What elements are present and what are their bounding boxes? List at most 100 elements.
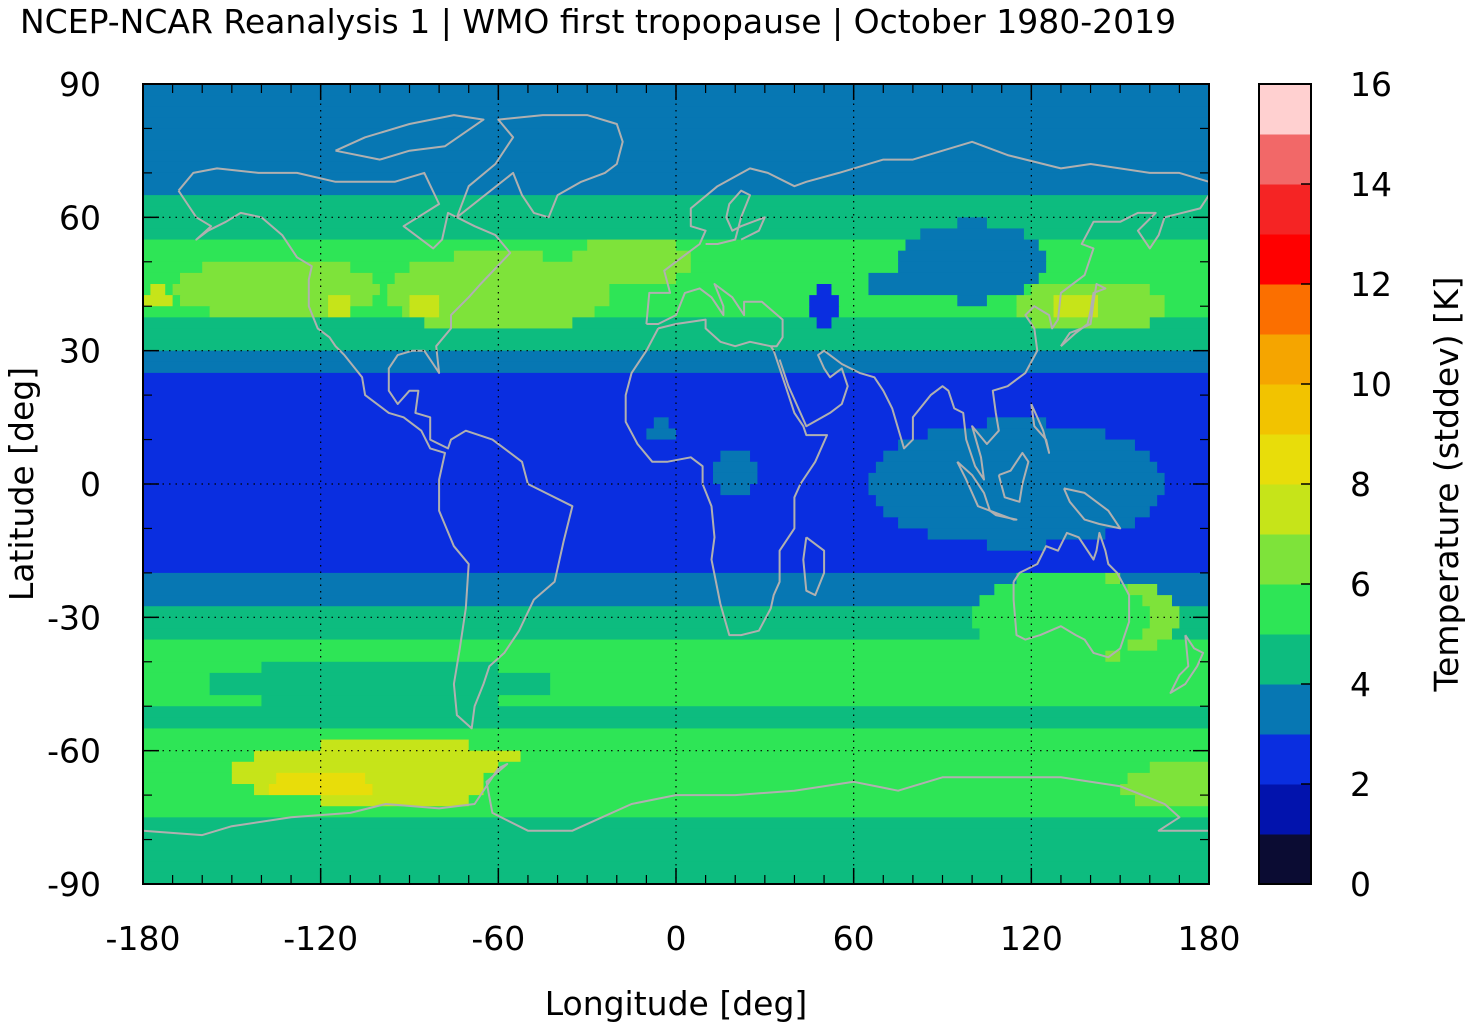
colorbar-level [1259,784,1311,835]
field-cell [720,450,751,463]
field-cell [868,472,1166,485]
field-cell [1016,572,1106,585]
colorbar-level [1259,184,1311,235]
field-cell [143,172,1210,185]
field-cell [1164,484,1210,496]
field-cell [927,428,1106,441]
field-cell [143,261,203,274]
x-tick-label: 120 [1000,919,1063,958]
field-cell [453,250,544,263]
field-cell [143,328,1210,341]
y-tick-label: 90 [59,65,101,104]
field-cell [143,550,1210,563]
field-cell [143,628,981,641]
field-cell [1149,317,1210,330]
coastline [455,114,624,219]
field-cell [387,295,411,307]
field-cell [587,239,677,252]
coastline [997,451,1030,503]
field-cell [1097,306,1166,318]
field-cell [1120,572,1210,585]
field-cell [261,661,499,674]
field-cell [143,284,151,296]
field-cell [143,417,655,430]
x-tick-label: 180 [1178,919,1241,958]
field-cell [668,417,988,430]
field-cell [143,461,714,474]
field-cell [143,750,255,763]
colorbar-tick-label: 4 [1350,665,1371,704]
field-cell [986,539,1047,552]
coastline [624,327,828,637]
field-cell [713,461,759,474]
coastline [645,140,1210,325]
field-cell [320,795,470,807]
field-cell [143,828,1210,841]
field-cell [372,272,396,285]
field-cell [898,250,1047,263]
field-cell [209,672,551,685]
field-cell [150,284,166,296]
chart-title: NCEP-NCAR Reanalysis 1 | WMO first tropo… [20,2,1177,41]
field-cell [809,306,840,318]
field-cell [898,517,1136,530]
field-cell [143,228,921,241]
field-cell [202,261,351,274]
field-cell [143,450,722,463]
field-cell [143,139,1210,152]
coastline [1012,531,1131,659]
field-cell [261,695,499,707]
field-cell [676,428,929,441]
field-cell [165,284,174,296]
y-tick-label: -90 [47,865,101,904]
colorbar [1258,83,1312,885]
colorbar-level [1259,134,1311,185]
field-cell [757,472,870,485]
field-cell [143,195,1210,207]
colorbar-level [1259,834,1311,885]
field-cell [653,417,670,430]
field-cell [1171,628,1210,641]
coastline [177,167,574,730]
colorbar-tick-label: 8 [1350,465,1371,504]
x-tick-label: -60 [471,919,525,958]
field-cell [1038,239,1210,252]
colorbar-level [1259,584,1311,635]
field-cell [1023,284,1032,296]
x-tick-label: 60 [833,919,875,958]
field-cell [1157,639,1210,652]
colorbar-tick-label: 2 [1350,765,1371,804]
field-cell [816,317,833,330]
field-cell [1179,606,1210,618]
field-cell [143,206,1210,218]
field-cell [143,606,973,618]
field-cell [143,428,647,441]
colorbar-level [1259,334,1311,385]
field-cell [143,784,255,796]
field-cell [498,661,1210,674]
field-cell [409,295,440,307]
field-cell [1171,595,1210,607]
field-cell [1149,450,1210,463]
field-cell [143,106,1210,118]
x-tick-label: -120 [283,919,358,958]
field-cell [1134,439,1210,452]
colorbar-tick-label: 12 [1350,265,1392,304]
field-cell [1105,572,1121,585]
field-cell [898,261,1047,274]
coastlines [142,114,1210,837]
field-cell [1046,261,1210,274]
field-cell [409,261,692,274]
field-cell [994,584,1129,596]
coastline [1030,403,1051,454]
y-tick-label: 0 [80,465,101,504]
y-axis-label: Latitude [deg] [2,367,41,601]
field-cell [320,739,470,752]
y-tick-label: -60 [47,732,101,771]
field-cell [143,395,1210,407]
field-cell [1127,772,1210,785]
field-cell [676,239,907,252]
field-cell [254,750,522,763]
field-cell [143,517,899,530]
